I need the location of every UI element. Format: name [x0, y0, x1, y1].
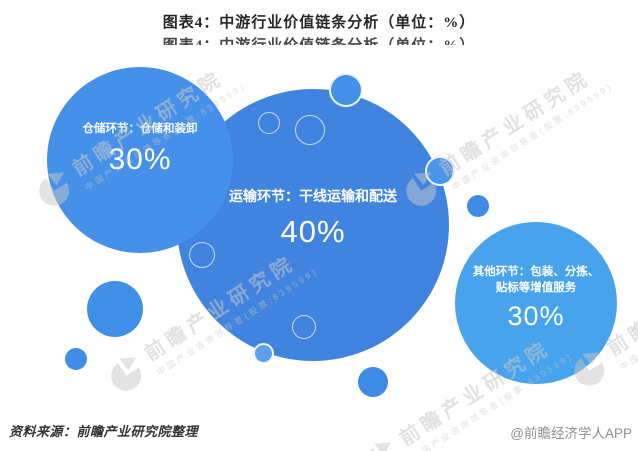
qianzhan-logo-icon [366, 442, 396, 451]
bubble-other-value: 30% [507, 301, 565, 332]
clipped-text-line: 图表4：中游行业价值链条分析（单位：%） [163, 36, 476, 45]
bubble-warehousing-value: 30% [108, 142, 172, 176]
qianzhan-logo-icon [111, 357, 141, 391]
decor-circle [425, 156, 455, 186]
decor-circle [253, 343, 274, 364]
watermark-text: 前瞻产业研究院 [436, 66, 595, 181]
bubble-other-label-line1: 其他环节：包装、分拣、 [472, 265, 600, 278]
watermark-subtext: 中国产业咨询领导者(股票:839599) [618, 260, 638, 373]
watermark-subtext: 中国产业咨询领导者(股票:839599) [450, 80, 615, 193]
bubble-other-services[interactable]: 其他环节：包装、分拣、 贴标等增值服务 30% [455, 222, 617, 384]
source-note: 资料来源：前瞻产业研究院整理 [9, 424, 199, 439]
bubble-warehousing-label: 仓储环节：仓储和装卸 [82, 122, 198, 135]
decor-circle [87, 281, 143, 337]
decor-circle [65, 348, 87, 370]
outline-circle [292, 315, 316, 339]
outline-circle [189, 242, 215, 268]
decor-circle [358, 367, 388, 397]
watermark-texts: 前瞻产业研究院 中国产业咨询领导者(股票:839599) [433, 54, 616, 193]
bubble-transport-label: 运输环节：干线运输和配送 [229, 190, 397, 206]
bubble-transport-value: 40% [280, 214, 346, 250]
credit-note: @前瞻经济学人APP [510, 426, 632, 441]
outline-circle [295, 115, 325, 145]
chart-title: 图表4：中游行业价值链条分析（单位：%） [162, 15, 476, 31]
outline-circle [258, 112, 280, 134]
decor-circle [467, 195, 489, 217]
decor-circle [329, 73, 363, 107]
bubble-other-label-line2: 贴标等增值服务 [495, 282, 577, 295]
bubble-warehousing[interactable]: 仓储环节：仓储和装卸 30% [47, 67, 233, 253]
